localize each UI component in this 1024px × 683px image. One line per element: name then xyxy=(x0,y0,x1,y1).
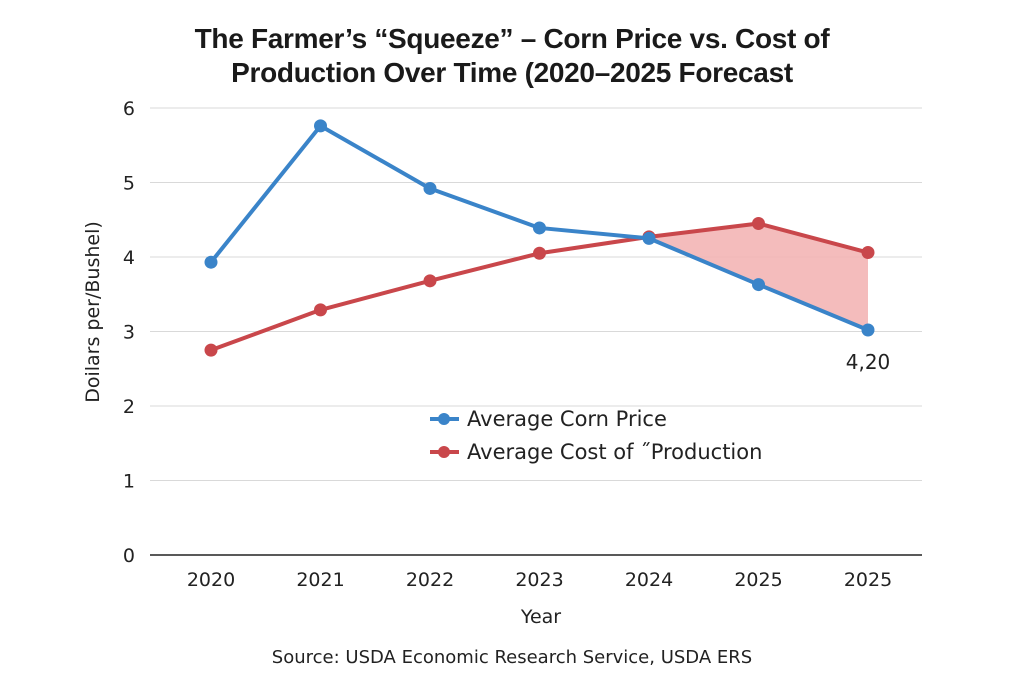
legend-corn-price-label: Average Corn Price xyxy=(467,407,667,431)
production-cost-point xyxy=(861,246,875,260)
production-cost-point xyxy=(423,274,437,288)
y-axis-ticks: 0 1 2 3 4 5 6 xyxy=(123,98,135,567)
production-cost-point xyxy=(533,246,546,260)
corn-price-point xyxy=(752,278,765,292)
corn-price-point xyxy=(314,119,327,133)
y-tick-label: 3 xyxy=(123,322,135,344)
chart-title-line-2: Production Over Time (2020–2025 Forecast xyxy=(231,57,793,88)
y-tick-label: 4 xyxy=(123,247,135,269)
production-cost-point xyxy=(204,343,218,357)
y-tick-label: 6 xyxy=(123,98,135,120)
x-tick-label: 2024 xyxy=(625,569,673,591)
x-tick-label: 2022 xyxy=(406,569,454,591)
y-tick-label: 0 xyxy=(123,545,135,567)
corn-price-point xyxy=(861,323,875,337)
y-axis-label: Doilars per/Bushel) xyxy=(82,221,104,403)
x-tick-label: 2021 xyxy=(296,569,344,591)
y-tick-label: 1 xyxy=(123,471,135,493)
corn-price-point xyxy=(642,231,656,245)
production-cost-point xyxy=(752,216,765,230)
legend: Average Corn Price Average Cost of ˝Produ… xyxy=(430,407,762,464)
chart-title: The Farmer’s “Squeeze” – Corn Price vs. … xyxy=(0,22,1024,90)
legend-production-cost-marker xyxy=(438,446,450,458)
y-tick-label: 5 xyxy=(123,173,135,195)
corn-price-point xyxy=(204,255,218,269)
squeeze-shaded-area xyxy=(649,223,868,331)
production-cost-point xyxy=(314,303,327,317)
x-axis-label: Year xyxy=(520,606,561,628)
x-axis-ticks: 2020 2021 2022 2023 2024 2025 2025 xyxy=(187,569,892,591)
squeeze-area-polygon xyxy=(649,223,868,331)
source-note: Source: USDA Economic Research Service, … xyxy=(272,647,752,668)
x-tick-label: 2025 xyxy=(734,569,782,591)
legend-corn-price-marker xyxy=(438,413,450,425)
end-value-annotation: 4,20 xyxy=(846,350,891,374)
corn-price-point xyxy=(423,181,437,195)
series-lines xyxy=(204,119,875,357)
chart-title-line-1: The Farmer’s “Squeeze” – Corn Price vs. … xyxy=(194,23,830,54)
x-tick-label: 2025 xyxy=(844,569,892,591)
x-tick-label: 2023 xyxy=(515,569,563,591)
y-tick-label: 2 xyxy=(123,396,135,418)
corn-price-point xyxy=(533,221,546,235)
x-tick-label: 2020 xyxy=(187,569,235,591)
legend-production-cost-label: Average Cost of ˝Production xyxy=(467,440,762,464)
